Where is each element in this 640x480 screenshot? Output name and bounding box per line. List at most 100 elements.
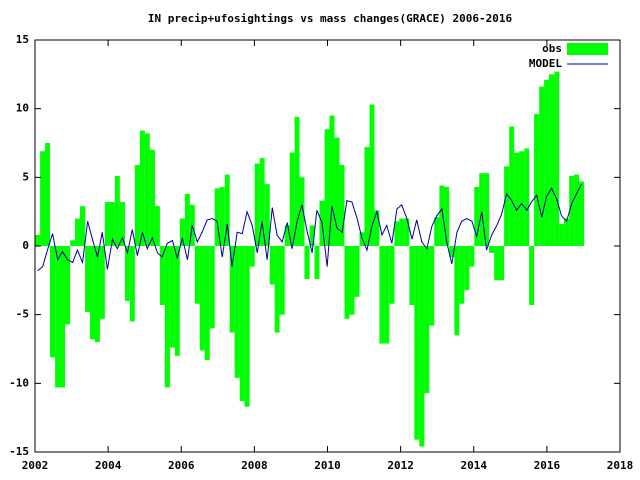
bar xyxy=(454,246,460,336)
legend-swatch xyxy=(567,43,608,55)
bar xyxy=(469,246,475,267)
x-tick-label: 2016 xyxy=(534,459,561,472)
bar xyxy=(55,246,61,388)
bar xyxy=(274,246,280,333)
bar xyxy=(514,152,520,246)
bar xyxy=(159,246,165,306)
bar xyxy=(234,246,240,378)
bar xyxy=(349,246,355,315)
bar xyxy=(289,152,295,246)
bar xyxy=(344,246,350,319)
x-tick-label: 2014 xyxy=(461,459,488,472)
bar xyxy=(169,246,175,348)
bar xyxy=(464,246,470,290)
bar xyxy=(259,158,265,246)
bar xyxy=(79,206,86,246)
bar xyxy=(364,147,370,246)
bar xyxy=(504,166,510,246)
bar xyxy=(334,137,340,246)
bar xyxy=(199,246,205,351)
bar xyxy=(429,246,435,326)
y-tick-label: -15 xyxy=(9,445,29,458)
chart-title: IN precip+ufosightings vs mass changes(G… xyxy=(148,12,513,25)
bar xyxy=(35,235,41,246)
bar xyxy=(314,246,320,279)
bar xyxy=(449,246,455,257)
bar xyxy=(434,217,440,246)
y-tick-label: 5 xyxy=(22,170,29,183)
y-tick-label: 15 xyxy=(16,33,29,46)
x-tick-label: 2012 xyxy=(387,459,414,472)
bar xyxy=(544,79,550,247)
bar xyxy=(479,173,485,246)
bar xyxy=(444,186,450,246)
bar xyxy=(354,246,360,297)
bar xyxy=(559,224,565,246)
bar xyxy=(109,202,115,246)
bar xyxy=(139,130,145,246)
bar xyxy=(214,188,220,246)
bar xyxy=(579,181,585,246)
bar xyxy=(369,104,375,247)
bar xyxy=(374,210,380,246)
bar xyxy=(299,177,305,246)
bar xyxy=(224,174,230,246)
bar xyxy=(494,246,500,281)
bar xyxy=(489,246,495,253)
bar xyxy=(40,151,46,246)
bar xyxy=(554,71,560,246)
y-tick-label: 0 xyxy=(22,239,29,252)
bar xyxy=(179,218,185,246)
model-line xyxy=(37,183,583,272)
bar xyxy=(439,185,445,246)
bar xyxy=(219,186,225,246)
bar xyxy=(60,246,65,388)
bar xyxy=(419,246,425,447)
bar xyxy=(174,246,180,356)
bar xyxy=(519,151,525,246)
y-tick-label: -10 xyxy=(9,376,29,389)
bar xyxy=(569,175,575,246)
bar xyxy=(94,246,100,343)
legend-label: obs xyxy=(542,42,562,55)
bar xyxy=(409,246,415,306)
bar xyxy=(404,218,410,246)
bar xyxy=(104,202,110,246)
bar xyxy=(534,114,540,246)
bar xyxy=(144,133,150,246)
y-tick-label: -5 xyxy=(16,308,29,321)
bar xyxy=(499,246,505,281)
legend-label: MODEL xyxy=(529,57,562,70)
bar xyxy=(459,246,465,304)
bar xyxy=(524,148,530,246)
bar xyxy=(239,246,245,402)
bar xyxy=(184,193,190,246)
bar xyxy=(149,149,155,246)
x-tick-label: 2002 xyxy=(22,459,49,472)
bar xyxy=(529,246,535,306)
bar xyxy=(264,184,270,246)
bar xyxy=(85,246,91,312)
bar xyxy=(539,86,545,247)
x-tick-label: 2006 xyxy=(168,459,195,472)
x-tick-label: 2018 xyxy=(607,459,634,472)
bar xyxy=(249,246,255,267)
bar xyxy=(204,246,210,360)
bar xyxy=(564,218,570,246)
bar xyxy=(119,202,125,246)
bar xyxy=(70,240,76,246)
bar xyxy=(284,225,290,246)
bar xyxy=(384,246,390,344)
bar xyxy=(394,221,400,246)
bar xyxy=(399,218,405,246)
x-tick-label: 2008 xyxy=(241,459,268,472)
bar xyxy=(99,246,105,319)
bar xyxy=(304,246,310,279)
bar xyxy=(154,206,160,246)
bar xyxy=(309,225,315,246)
bar xyxy=(424,246,430,393)
bar xyxy=(509,126,515,246)
bar xyxy=(134,164,140,246)
bar xyxy=(279,246,285,315)
bar xyxy=(129,246,135,322)
